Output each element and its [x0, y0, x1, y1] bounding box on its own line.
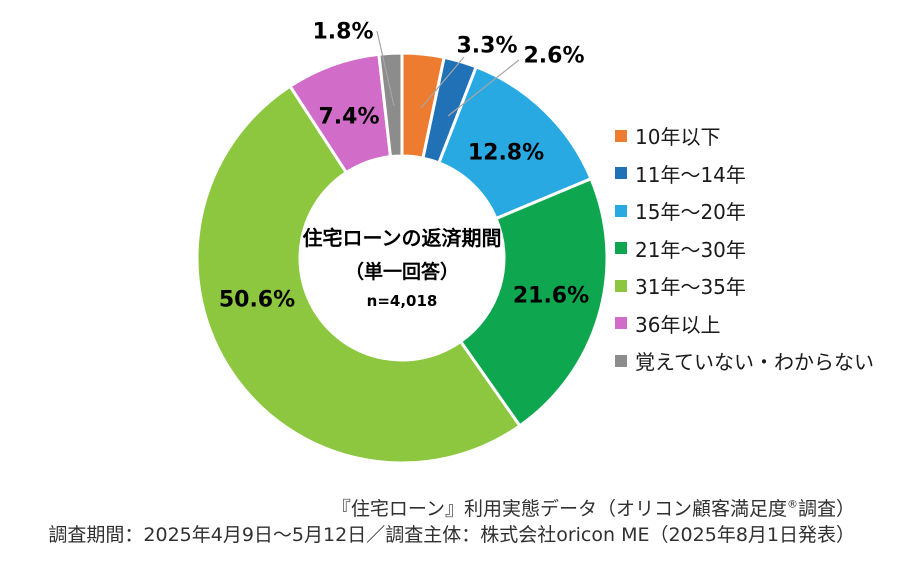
- data-label-3: 21.6%: [513, 284, 589, 309]
- legend-item-2: 15年〜20年: [615, 192, 874, 230]
- data-label-1: 2.6%: [523, 44, 584, 69]
- legend-item-0: 10年以下: [615, 117, 874, 155]
- legend-item-5: 36年以上: [615, 305, 874, 343]
- legend-label: 15年〜20年: [635, 200, 746, 225]
- legend-item-6: 覚えていない・わからない: [615, 342, 874, 380]
- survey-period-line: 調査期間：2025年4月9日〜5月12日／調査主体：株式会社oricon ME（…: [48, 523, 855, 546]
- leader-line-0: [420, 56, 465, 109]
- registered-mark: ®: [786, 497, 798, 511]
- data-label-2: 12.8%: [468, 141, 544, 166]
- legend-item-4: 31年〜35年: [615, 267, 874, 305]
- source-text-post: 調査）: [797, 498, 855, 520]
- leader-line-6: [376, 30, 395, 107]
- legend-swatch-icon: [615, 167, 627, 180]
- legend-label: 31年〜35年: [635, 275, 746, 300]
- legend-label: 覚えていない・わからない: [635, 350, 874, 375]
- legend-swatch-icon: [615, 354, 627, 367]
- donut-slice-6: [377, 51, 404, 159]
- legend-swatch-icon: [615, 204, 627, 217]
- legend-swatch-icon: [615, 317, 627, 330]
- legend-swatch-icon: [615, 129, 627, 142]
- donut-slice-4: [195, 84, 522, 465]
- data-label-5: 7.4%: [318, 105, 379, 130]
- legend-swatch-icon: [615, 279, 627, 292]
- source-line: 『住宅ローン』利用実態データ（オリコン顧客満足度®調査）: [25, 497, 855, 523]
- legend-item-1: 11年〜14年: [615, 155, 874, 193]
- legend-label: 21年〜30年: [635, 237, 746, 262]
- data-label-0: 3.3%: [456, 34, 517, 59]
- data-label-6: 1.8%: [312, 20, 373, 45]
- legend: 10年以下 11年〜14年 15年〜20年 21年〜30年 31年〜35年 36年以上覚え…: [615, 117, 874, 380]
- legend-swatch-icon: [615, 242, 627, 255]
- data-label-4: 50.6%: [219, 288, 295, 313]
- legend-label: 10年以下: [635, 125, 721, 150]
- legend-label: 36年以上: [635, 312, 721, 337]
- legend-item-3: 21年〜30年: [615, 230, 874, 268]
- source-text-pre: 『住宅ローン』利用実態データ（オリコン顧客満足度: [331, 498, 787, 520]
- legend-label: 11年〜14年: [635, 162, 746, 187]
- leader-line-1: [447, 59, 520, 117]
- donut-slice-3: [459, 177, 609, 428]
- footer: 『住宅ローン』利用実態データ（オリコン顧客満足度®調査） 調査期間：2025年4…: [25, 497, 855, 548]
